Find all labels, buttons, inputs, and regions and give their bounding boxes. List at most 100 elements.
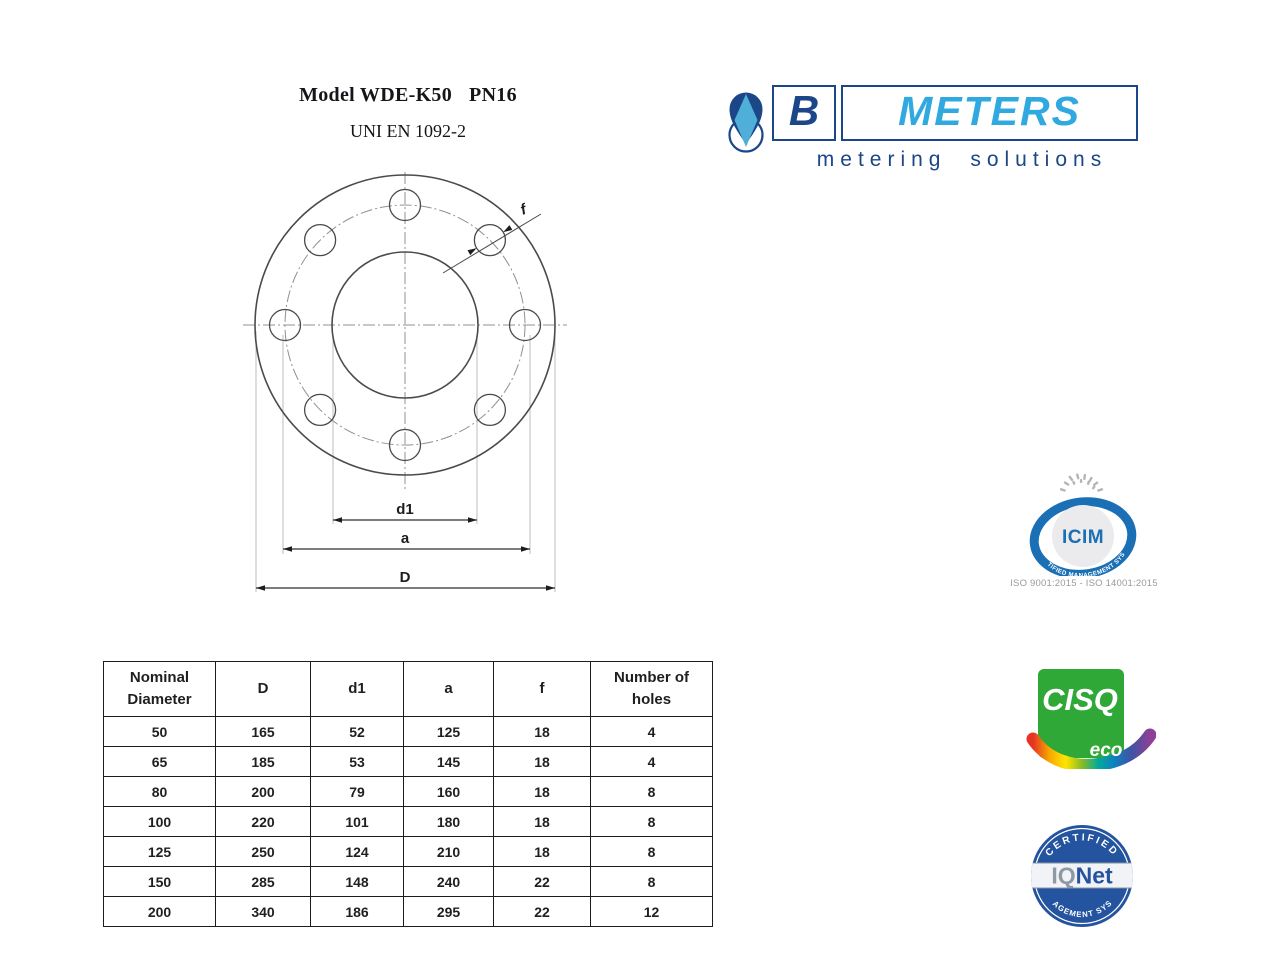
table-row: 100 220 101 180 18 8: [103, 806, 713, 837]
table-cell: 340: [215, 896, 311, 927]
column-header: Number of holes: [590, 661, 713, 717]
water-drop-icon: [728, 92, 764, 153]
table-cell: 18: [493, 806, 591, 837]
flange-circles: [254, 174, 556, 476]
table-cell: 285: [215, 866, 311, 897]
table-cell: 8: [590, 776, 713, 807]
cisq-eco-text: eco: [1090, 740, 1123, 761]
table-cell: 8: [590, 836, 713, 867]
bmeters-logo: B METERS metering solutions: [722, 80, 1154, 175]
table-cell: 145: [403, 746, 494, 777]
table-cell: 18: [493, 746, 591, 777]
dimension-arrows: [256, 517, 555, 591]
column-header: Nominal Diameter: [103, 661, 216, 717]
logo-meters-text: METERS: [898, 87, 1081, 134]
table-cell: 22: [493, 896, 591, 927]
title-block: Model WDE-K50 PN16 UNI EN 1092-2: [240, 84, 576, 142]
bolt-hole: [473, 223, 507, 257]
bolt-hole: [388, 428, 422, 462]
table-cell: 8: [590, 866, 713, 897]
table-row: 200 340 186 295 22 12: [103, 896, 713, 927]
table-cell: 53: [310, 746, 404, 777]
bolt-hole: [473, 393, 507, 427]
centerlines: [243, 172, 567, 490]
dim-label-a: a: [401, 530, 410, 547]
iqnet-iq: IQ: [1051, 863, 1075, 889]
table-cell: 185: [215, 746, 311, 777]
table-cell: 79: [310, 776, 404, 807]
cisq-eco-logo: CISQ eco: [1026, 669, 1156, 769]
icim-name: ICIM: [1062, 527, 1104, 548]
table-cell: 100: [103, 806, 216, 837]
dimension-lines: [256, 519, 555, 589]
table-cell: 250: [215, 836, 311, 867]
table-cell: 22: [493, 866, 591, 897]
column-header: a: [403, 661, 494, 717]
table-cell: 150: [103, 866, 216, 897]
model-name: Model WDE-K50: [299, 84, 453, 106]
column-header: f: [493, 661, 591, 717]
iqnet-logo: IQNet CERTIFIED MANAGEMENT SYSTEM: [1026, 820, 1133, 927]
table-row: 50 165 52 125 18 4: [103, 716, 713, 747]
table-cell: 80: [103, 776, 216, 807]
table-cell: 200: [103, 896, 216, 927]
table-cell: 4: [590, 716, 713, 747]
table-row: 125 250 124 210 18 8: [103, 836, 713, 867]
table-cell: 4: [590, 746, 713, 777]
table-cell: 18: [493, 836, 591, 867]
iqnet-name: IQNet: [1051, 863, 1113, 889]
logo-b-box: B: [772, 85, 836, 141]
icim-ring: [1029, 497, 1137, 576]
column-header: D: [215, 661, 311, 717]
table-cell: 240: [403, 866, 494, 897]
iqnet-center-band: [1031, 862, 1133, 889]
table-cell: 18: [493, 716, 591, 747]
column-header: d1: [310, 661, 404, 717]
extension-lines: [255, 331, 556, 592]
logo-meters-box: METERS: [841, 85, 1138, 141]
table-cell: 125: [403, 716, 494, 747]
table-cell: 295: [403, 896, 494, 927]
logo-tagline: metering solutions: [816, 148, 1108, 171]
table-cell: 18: [493, 776, 591, 807]
table-cell: 125: [103, 836, 216, 867]
standard-reference: UNI EN 1092-2: [350, 121, 466, 141]
icim-sunburst-icon: [1059, 473, 1104, 492]
bolt-hole: [268, 308, 302, 342]
dim-label-D: D: [400, 569, 411, 586]
table-cell: 101: [310, 806, 404, 837]
bore-circle: [331, 251, 479, 399]
iqnet-net: Net: [1076, 863, 1113, 889]
table-cell: 50: [103, 716, 216, 747]
outer-circle: [254, 174, 556, 476]
table-cell: 65: [103, 746, 216, 777]
table-cell: 210: [403, 836, 494, 867]
flange-drawing: f d1 a D: [243, 172, 567, 592]
table-cell: 148: [310, 866, 404, 897]
dim-label-f: f: [518, 200, 530, 218]
cisq-green-square: [1038, 669, 1124, 758]
bolt-hole: [508, 308, 542, 342]
cisq-name: CISQ: [1042, 682, 1118, 717]
table-cell: 52: [310, 716, 404, 747]
table-row: 65 185 53 145 18 4: [103, 746, 713, 777]
bolt-holes: [268, 188, 542, 462]
logo-b-letter: B: [788, 87, 820, 134]
pressure-rating: PN16: [469, 84, 517, 106]
table-row: 150 285 148 240 22 8: [103, 866, 713, 897]
bolt-hole: [303, 223, 337, 257]
table-row: 80 200 79 160 18 8: [103, 776, 713, 807]
iso-certification-text: ISO 9001:2015 - ISO 14001:2015: [1010, 578, 1158, 589]
table-cell: 186: [310, 896, 404, 927]
table-cell: 200: [215, 776, 311, 807]
bolt-hole: [303, 393, 337, 427]
table-cell: 8: [590, 806, 713, 837]
table-cell: 160: [403, 776, 494, 807]
table-cell: 12: [590, 896, 713, 927]
table-cell: 180: [403, 806, 494, 837]
bolt-hole: [388, 188, 422, 222]
cisq-rainbow-band: [1026, 728, 1156, 769]
